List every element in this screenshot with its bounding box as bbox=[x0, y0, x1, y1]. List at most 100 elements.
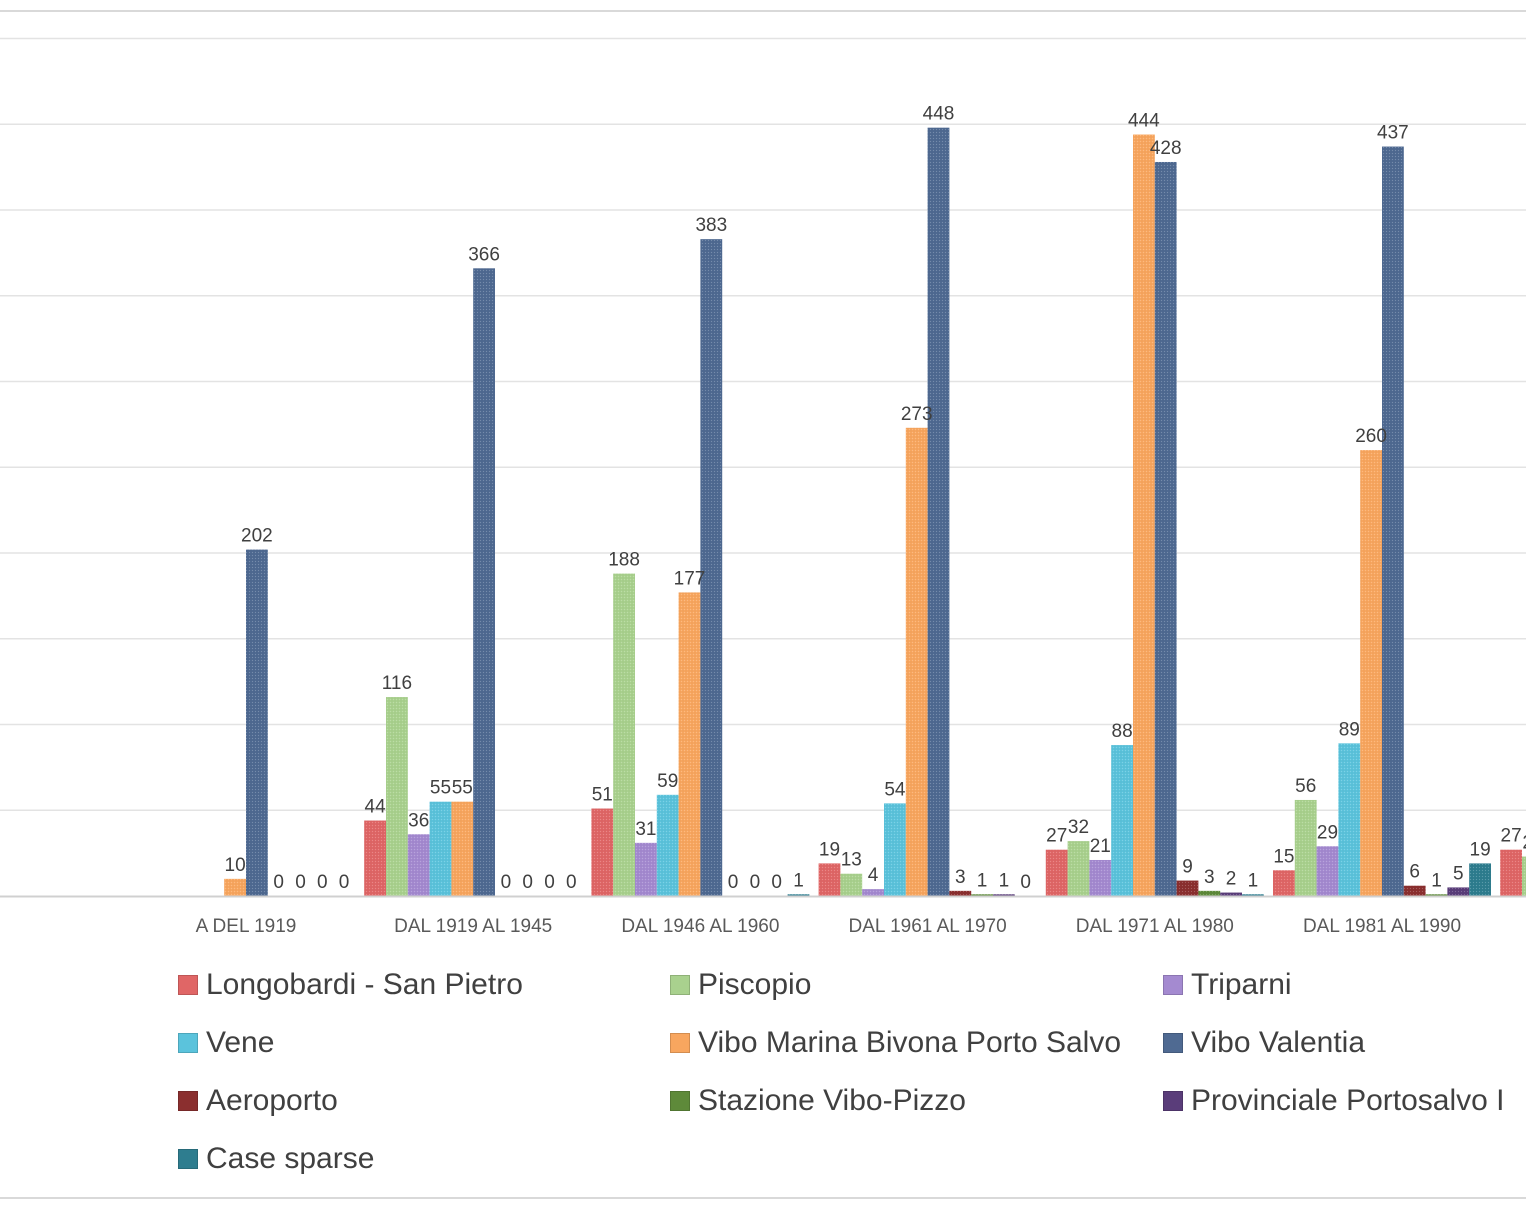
data-label: 32 bbox=[1068, 817, 1089, 838]
legend: Longobardi - San Pietro Piscopio Triparni V… bbox=[178, 960, 1526, 1190]
bar-texture bbox=[905, 427, 928, 896]
data-label: 56 bbox=[1295, 776, 1316, 797]
bar-texture bbox=[1045, 849, 1068, 896]
legend-item: Longobardi - San Pietro bbox=[178, 968, 523, 1002]
data-label: 0 bbox=[771, 872, 782, 893]
bar-texture bbox=[1360, 450, 1382, 896]
data-label: 188 bbox=[608, 550, 640, 571]
legend-label: Vibo Valentia bbox=[1191, 1026, 1366, 1059]
data-label: 13 bbox=[841, 850, 862, 871]
bar-texture bbox=[1154, 161, 1177, 897]
data-label: 27 bbox=[1501, 826, 1522, 847]
bar-texture bbox=[1242, 894, 1264, 896]
gridlines bbox=[0, 37, 1526, 811]
bar-texture bbox=[473, 268, 495, 896]
legend-swatch bbox=[1163, 975, 1183, 995]
legend-label: Longobardi - San Pietro bbox=[206, 968, 523, 1001]
data-label: 59 bbox=[657, 771, 678, 792]
data-label: 88 bbox=[1112, 721, 1133, 742]
data-label: 1 bbox=[977, 870, 988, 891]
bar-texture bbox=[1425, 894, 1448, 896]
legend-label: Vibo Marina Bivona Porto Salvo bbox=[698, 1026, 1122, 1059]
legend-swatch bbox=[178, 975, 198, 995]
bar-texture bbox=[613, 573, 635, 896]
legend-label: Case sparse bbox=[206, 1142, 375, 1175]
bar-texture bbox=[1500, 849, 1522, 896]
bar-texture bbox=[840, 873, 863, 896]
bars bbox=[224, 127, 1526, 897]
bar-texture bbox=[1273, 870, 1295, 896]
bar-texture bbox=[1447, 887, 1470, 896]
data-label: 21 bbox=[1090, 836, 1111, 857]
bar-texture bbox=[1522, 856, 1526, 896]
legend-item: Case sparse bbox=[178, 1142, 374, 1176]
data-label: 44 bbox=[365, 797, 387, 818]
data-label: 55 bbox=[452, 778, 473, 799]
data-label: 10 bbox=[225, 855, 246, 876]
data-label: 0 bbox=[501, 872, 512, 893]
data-label: 116 bbox=[382, 673, 412, 694]
data-label: 273 bbox=[901, 404, 933, 425]
bar-texture bbox=[993, 894, 1015, 896]
data-label: 19 bbox=[1470, 839, 1491, 860]
bar-texture bbox=[635, 842, 657, 896]
legend-label: Triparni bbox=[1191, 968, 1292, 1001]
data-label: 428 bbox=[1150, 138, 1182, 159]
data-label: 54 bbox=[884, 779, 906, 800]
bar-texture bbox=[1316, 846, 1339, 896]
data-label: 448 bbox=[923, 104, 955, 125]
legend-item: Aeroporto bbox=[178, 1084, 338, 1118]
x-tick-label: A DEL 1919 bbox=[196, 916, 297, 937]
data-label: 0 bbox=[566, 872, 577, 893]
data-label: 1 bbox=[999, 870, 1010, 891]
data-label: 89 bbox=[1339, 719, 1360, 740]
data-label: 0 bbox=[273, 872, 284, 893]
data-label: 1 bbox=[1248, 870, 1259, 891]
bar-texture bbox=[700, 239, 723, 896]
data-label: 5 bbox=[1453, 863, 1464, 884]
data-label: 6 bbox=[1409, 862, 1420, 883]
bar-texture bbox=[927, 127, 950, 897]
bar-texture bbox=[1469, 863, 1491, 896]
chart-bottom-border bbox=[0, 1197, 1526, 1199]
bar-texture bbox=[591, 808, 614, 896]
bar-texture bbox=[224, 878, 246, 896]
chart-top-border bbox=[0, 10, 1526, 12]
bar-texture bbox=[1403, 885, 1426, 896]
data-label: 2 bbox=[1226, 869, 1237, 890]
bar-texture bbox=[678, 592, 701, 896]
bar-texture bbox=[1198, 890, 1221, 896]
legend-swatch bbox=[178, 1091, 198, 1111]
data-label: 0 bbox=[522, 872, 533, 893]
legend-item: Vibo Marina Bivona Porto Salvo bbox=[670, 1026, 1121, 1060]
data-label: 0 bbox=[1020, 872, 1031, 893]
data-label: 0 bbox=[750, 872, 761, 893]
data-label: 55 bbox=[430, 778, 451, 799]
data-label: 444 bbox=[1128, 111, 1160, 132]
bar-texture bbox=[1338, 743, 1361, 896]
data-label: 27 bbox=[1046, 826, 1067, 847]
bar-texture bbox=[884, 803, 906, 896]
data-label: 0 bbox=[339, 872, 350, 893]
bar-texture bbox=[656, 794, 679, 896]
data-label: 3 bbox=[1204, 867, 1215, 888]
legend-swatch bbox=[670, 1033, 690, 1053]
bar-texture bbox=[1294, 799, 1317, 896]
data-label: 1 bbox=[1431, 870, 1442, 891]
legend-item: Provinciale Portosalvo I bbox=[1163, 1084, 1504, 1118]
data-label: 1 bbox=[793, 870, 804, 891]
x-tick-label: DAL 1946 AL 1960 bbox=[621, 916, 779, 937]
data-label: 383 bbox=[695, 215, 727, 236]
bar-texture bbox=[1220, 892, 1242, 896]
legend-swatch bbox=[1163, 1091, 1183, 1111]
data-label: 3 bbox=[955, 867, 966, 888]
data-label: 0 bbox=[544, 872, 555, 893]
bar-texture bbox=[451, 801, 474, 896]
bar-texture bbox=[818, 863, 841, 896]
data-label: 36 bbox=[408, 810, 429, 831]
bar-texture bbox=[364, 820, 386, 896]
legend-label: Vene bbox=[206, 1026, 275, 1059]
data-label: 0 bbox=[295, 872, 306, 893]
